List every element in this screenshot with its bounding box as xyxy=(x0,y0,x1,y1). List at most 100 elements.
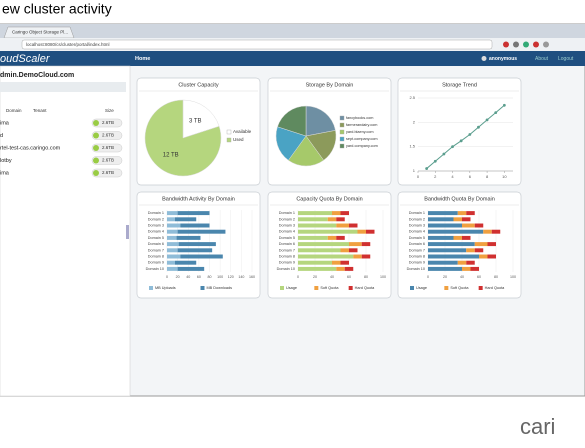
bar-segment xyxy=(176,235,201,240)
toolbar-icon[interactable] xyxy=(503,41,509,48)
widget-title: Capacity Quota By Domain xyxy=(296,196,362,202)
address-bar[interactable] xyxy=(21,39,493,50)
x-tick-label: 60 xyxy=(347,275,351,279)
x-tick-label: 4 xyxy=(451,174,454,179)
bar-segment xyxy=(466,211,475,216)
toolbar-icon[interactable] xyxy=(533,41,539,48)
x-tick-label: 20 xyxy=(443,275,447,279)
domain-name[interactable]: lotby xyxy=(0,158,12,164)
bar-segment xyxy=(167,223,181,228)
bar-segment xyxy=(336,217,345,222)
x-tick-label: 40 xyxy=(460,275,464,279)
category-label: Domain 1 xyxy=(279,211,295,215)
bar-segment xyxy=(462,235,471,240)
x-tick-label: 60 xyxy=(477,275,481,279)
legend-swatch xyxy=(478,286,483,290)
slice-label: 3 TB xyxy=(189,119,202,125)
size-pill xyxy=(91,143,123,153)
bar-segment xyxy=(174,260,197,265)
category-label: Domain 9 xyxy=(409,261,425,265)
domain-size: 2.6TB xyxy=(102,170,114,175)
widget-title: Bandwidth Activity By Domain xyxy=(162,196,235,202)
trend-point xyxy=(442,152,446,156)
bar-segment xyxy=(336,266,345,271)
bar-segment xyxy=(298,235,328,240)
bar-segment xyxy=(298,248,341,253)
pie-slice xyxy=(144,99,222,177)
bar-segment xyxy=(327,217,337,222)
bar-segment xyxy=(470,266,479,271)
category-label: Domain 10 xyxy=(277,267,295,271)
trend-point xyxy=(425,167,429,170)
domain-name[interactable]: ima xyxy=(0,120,10,126)
category-label: Domain 6 xyxy=(148,242,164,246)
category-label: Domain 5 xyxy=(409,236,425,240)
bar-segment xyxy=(491,229,501,234)
bar-segment xyxy=(340,260,349,265)
bar-segment xyxy=(366,229,375,234)
bar-segment xyxy=(298,229,358,234)
slice-label: 12 TB xyxy=(163,152,179,158)
widget-title: Bandwidth Quota By Domain xyxy=(424,196,495,202)
x-tick-label: 10 xyxy=(502,174,507,179)
category-label: Domain 4 xyxy=(279,230,295,234)
bar-segment xyxy=(349,248,358,253)
legend-swatch xyxy=(280,286,284,290)
search-box[interactable] xyxy=(0,82,126,92)
bar-segment xyxy=(474,248,484,253)
legend-swatch xyxy=(339,129,345,135)
bar-segment xyxy=(462,223,475,228)
bar-segment xyxy=(177,266,205,271)
legend-label: Used xyxy=(233,137,244,142)
legend-label: MB Downloads xyxy=(207,286,233,290)
legend-label: Soft Quota xyxy=(320,286,339,290)
widget-title: Storage By Domain xyxy=(306,82,354,88)
toolbar-icon[interactable] xyxy=(513,41,519,48)
bar-segment xyxy=(457,211,467,216)
domain-name[interactable]: ima xyxy=(0,170,10,176)
x-tick-label: 20 xyxy=(176,275,180,279)
sidebar-rows: ima 2.6TB d 2.6TB rtel-test-cas.caringo.com 2… xyxy=(0,118,123,178)
footer-logo: cari xyxy=(520,414,555,439)
bar-segment xyxy=(167,235,177,240)
pie-slice xyxy=(305,105,336,137)
nav-home[interactable]: Home xyxy=(135,56,150,62)
size-pill xyxy=(91,156,123,165)
legend-swatch xyxy=(444,286,449,290)
status-dot xyxy=(93,157,99,164)
bar-segment xyxy=(428,260,458,265)
nav-link[interactable]: About xyxy=(535,56,549,62)
bar-segment xyxy=(177,211,210,216)
bar-segment xyxy=(332,260,341,265)
bar-segment xyxy=(332,211,341,216)
trend-point xyxy=(459,139,463,143)
legend-label: Soft Quota xyxy=(450,286,469,290)
bar-segment xyxy=(453,235,462,240)
bar-segment xyxy=(361,242,371,247)
x-tick-label: 8 xyxy=(486,174,489,179)
domain-name[interactable]: d xyxy=(0,133,3,139)
toolbar-icon[interactable] xyxy=(523,41,529,48)
bar-segment xyxy=(340,248,349,253)
x-tick-label: 0 xyxy=(417,174,420,179)
legend-swatch xyxy=(149,286,153,290)
category-label: Domain 3 xyxy=(148,224,164,228)
app-header xyxy=(0,51,585,66)
url[interactable]: localhost:8080/cs/cluster/portal/index.h… xyxy=(26,42,110,47)
legend-label: farmerandairy.com xyxy=(346,123,377,127)
domain-name[interactable]: rtel-test-cas.caringo.com xyxy=(0,145,61,151)
category-label: Domain 10 xyxy=(146,267,164,271)
pie-slice xyxy=(288,135,324,167)
splitter[interactable] xyxy=(126,225,129,239)
pie-slice xyxy=(182,99,220,139)
bar-segment xyxy=(474,223,484,228)
nav-link[interactable]: Logout xyxy=(558,56,574,62)
column-header: Tenant xyxy=(33,108,47,113)
tab-title[interactable]: Caringo Object Storage Pl... xyxy=(12,30,68,35)
user-name[interactable]: anonymous xyxy=(489,56,517,62)
x-tick-label: 0 xyxy=(427,275,429,279)
domain-size: 2.6TB xyxy=(102,120,114,125)
bar-segment xyxy=(167,217,175,222)
toolbar-icon[interactable] xyxy=(543,41,549,48)
size-pill xyxy=(91,131,123,140)
